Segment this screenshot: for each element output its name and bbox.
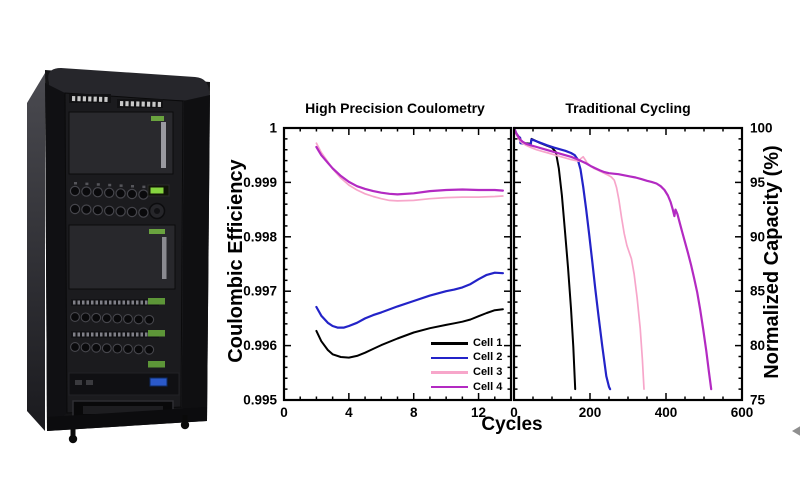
svg-text:0: 0 xyxy=(280,405,288,420)
svg-text:75: 75 xyxy=(750,393,766,408)
svg-text:1: 1 xyxy=(269,121,277,136)
svg-text:80: 80 xyxy=(750,338,765,353)
legend-label: Cell 4 xyxy=(473,380,503,393)
channel-status-label xyxy=(148,361,165,368)
legend-line-cell-1 xyxy=(431,342,468,345)
legend-line-cell-3 xyxy=(431,371,468,374)
rack-channel-row-2 xyxy=(70,330,165,368)
rack-instrument-panel-upper xyxy=(68,111,174,175)
svg-text:4: 4 xyxy=(345,405,353,420)
rack-io-panel xyxy=(68,372,180,396)
panel-status-label xyxy=(151,116,164,121)
legend-line-cell-4 xyxy=(431,385,468,389)
equipment-rack-photo xyxy=(27,68,210,444)
rack-feet xyxy=(68,415,190,444)
right-chart-title: Traditional Cycling xyxy=(565,100,691,116)
svg-text:0.996: 0.996 xyxy=(243,338,277,353)
svg-text:85: 85 xyxy=(750,284,766,299)
panel-status-label xyxy=(149,229,165,234)
scroll-left-arrow-icon[interactable] xyxy=(786,425,800,437)
rack-base xyxy=(47,407,207,431)
channel-status-label xyxy=(148,298,165,305)
svg-text:0.998: 0.998 xyxy=(243,229,277,244)
legend-label: Cell 1 xyxy=(473,336,503,349)
panel-handle xyxy=(162,237,167,279)
svg-text:95: 95 xyxy=(750,175,766,190)
svg-text:0.997: 0.997 xyxy=(243,284,277,299)
legend-line-cell-2 xyxy=(431,356,468,360)
coulometry-plot: 0 4 8 12 0.995 0.996 0.997 0.998 0.999 1 xyxy=(243,121,513,420)
svg-text:0.999: 0.999 xyxy=(243,175,277,190)
legend-item: Cell 3 xyxy=(431,365,502,380)
rack-side-panel xyxy=(27,73,45,431)
legend: Cell 1 Cell 2 Cell 3 Cell 4 xyxy=(431,336,502,394)
blue-connector xyxy=(149,377,168,387)
svg-text:0: 0 xyxy=(510,405,518,420)
legend-item: Cell 4 xyxy=(431,380,502,395)
svg-text:600: 600 xyxy=(731,405,754,420)
rack-control-knob-center xyxy=(154,208,160,214)
legend-label: Cell 3 xyxy=(473,365,503,378)
channel-status-label xyxy=(148,330,165,337)
rack-connector-grid-upper xyxy=(69,182,149,218)
rack-top-vent-grilles xyxy=(69,94,163,108)
rack-channel-row-1 xyxy=(70,298,165,325)
svg-text:100: 100 xyxy=(750,121,773,136)
svg-text:0.995: 0.995 xyxy=(243,393,277,408)
legend-label: Cell 2 xyxy=(473,351,503,364)
rack-instrument-panel-lower xyxy=(68,224,176,290)
svg-text:200: 200 xyxy=(579,405,602,420)
legend-item: Cell 1 xyxy=(431,336,502,351)
x-axis-label: Cycles xyxy=(481,414,543,435)
left-chart-title: High Precision Coulometry xyxy=(305,100,485,116)
svg-text:12: 12 xyxy=(471,405,486,420)
svg-text:8: 8 xyxy=(410,405,418,420)
rack-green-display xyxy=(147,184,170,197)
svg-text:400: 400 xyxy=(655,405,678,420)
legend-item: Cell 2 xyxy=(431,351,502,366)
svg-text:90: 90 xyxy=(750,229,765,244)
panel-handle xyxy=(161,122,166,168)
